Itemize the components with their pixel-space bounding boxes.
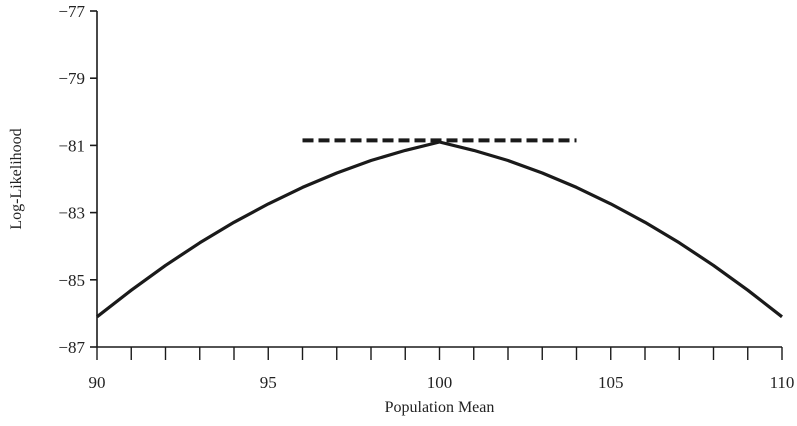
y-tick-label: −77 [58, 2, 85, 21]
axes-layer [90, 10, 783, 360]
x-axis-title: Population Mean [385, 399, 495, 416]
y-tick-label: −85 [58, 271, 85, 290]
y-tick-label: −79 [58, 69, 85, 88]
y-tick-label: −83 [58, 204, 85, 223]
y-tick-label: −87 [58, 338, 85, 357]
x-tick-label: 100 [427, 373, 453, 392]
y-tick-label: −81 [58, 136, 85, 155]
x-tick-label: 95 [260, 373, 277, 392]
log-likelihood-curve [96, 140, 783, 319]
x-tick-label: 90 [89, 373, 106, 392]
series-layer [96, 138, 783, 319]
x-tick-label: 110 [770, 373, 795, 392]
x-tick-label: 105 [598, 373, 624, 392]
y-axis-title: Log-Likelihood [8, 128, 25, 229]
